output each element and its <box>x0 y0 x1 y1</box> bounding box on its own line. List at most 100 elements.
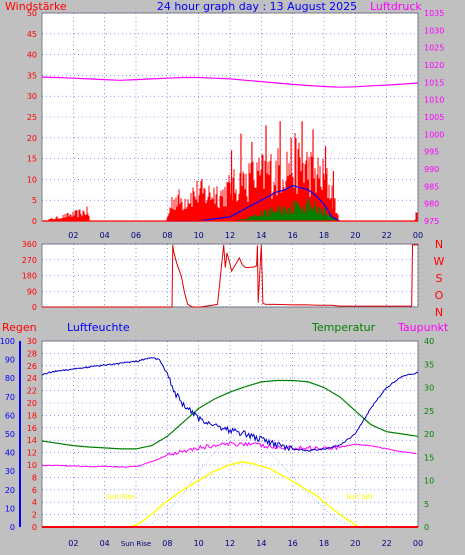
climate-x-tick-label: 00 <box>413 539 423 548</box>
temperature-y-tick-label: 40 <box>424 337 434 346</box>
wind-y-tick-label: 40 <box>27 51 37 60</box>
humidity-y-tick-label: 80 <box>5 374 15 383</box>
pressure-line <box>41 76 419 88</box>
chart-title: 24 hour graph day : 13 August 2025 <box>157 0 357 13</box>
humidity-y-tick-label: 50 <box>5 430 15 439</box>
compass-label: N <box>435 306 443 319</box>
dewpoint-axis-title: Taupunkt <box>397 321 449 334</box>
compass-label: S <box>436 272 443 285</box>
pressure-y-tick-label: 995 <box>424 148 439 157</box>
humidity-y-tick-label: 70 <box>5 393 15 402</box>
pressure-y-tick-label: 1030 <box>424 26 444 35</box>
wind-x-tick-label: 14 <box>256 231 266 240</box>
temperature-y-tick-label: 30 <box>424 384 434 393</box>
humidity-y-tick-label: 30 <box>5 467 15 476</box>
climate-x-tick-label: 14 <box>256 539 266 548</box>
wind-x-tick-label: 20 <box>350 231 360 240</box>
climate-x-tick-label: 02 <box>68 539 78 548</box>
direction-y-tick-label: 270 <box>22 256 37 265</box>
wind-y-tick-label: 50 <box>27 9 37 18</box>
climate-x-tick-label: 10 <box>194 539 204 548</box>
pressure-axis-title: Luftdruck <box>370 0 422 13</box>
direction-y-tick-label: 360 <box>22 240 37 249</box>
wind-x-tick-label: 18 <box>319 231 329 240</box>
pressure-y-tick-label: 985 <box>424 182 439 191</box>
rain-y-tick-label: 8 <box>32 473 37 482</box>
wind-y-tick-label: 30 <box>27 92 37 101</box>
humidity-y-tick-label: 10 <box>5 504 15 513</box>
humidity-line <box>41 357 419 452</box>
climate-x-tick-label: Sun Rise <box>121 540 151 548</box>
climate-x-tick-label: 04 <box>100 539 110 548</box>
direction-grid <box>42 243 419 308</box>
climate-x-tick-label: 08 <box>162 539 172 548</box>
wind-y-tick-label: 5 <box>32 196 37 205</box>
rain-y-tick-label: 18 <box>27 411 37 420</box>
wind-axis-title: Windstärke <box>5 0 67 13</box>
rain-y-tick-label: 30 <box>27 337 37 346</box>
wind-x-tick-label: 12 <box>225 231 235 240</box>
sunset-label: Sun Set <box>346 493 373 501</box>
wind-y-tick-label: 10 <box>27 175 37 184</box>
wind-x-tick-label: 00 <box>413 231 423 240</box>
rain-y-tick-label: 10 <box>27 461 37 470</box>
rain-y-tick-label: 2 <box>32 511 37 520</box>
pressure-y-tick-label: 1000 <box>424 130 444 139</box>
humidity-y-tick-label: 20 <box>5 486 15 495</box>
direction-y-tick-label: 180 <box>22 272 37 281</box>
rain-y-tick-label: 24 <box>27 374 37 383</box>
rain-y-tick-label: 4 <box>32 498 37 507</box>
wind-y-tick-label: 15 <box>27 155 37 164</box>
climate-x-tick-label: 12 <box>225 539 235 548</box>
pressure-y-tick-label: 975 <box>424 217 439 226</box>
temperature-y-tick-label: 25 <box>424 407 434 416</box>
wind-x-tick-label: 08 <box>162 231 172 240</box>
rain-y-tick-label: 12 <box>27 449 37 458</box>
climate-grid <box>42 340 419 528</box>
pressure-y-tick-label: 980 <box>424 200 439 209</box>
rain-y-tick-label: 20 <box>27 399 37 408</box>
temperature-axis-title: Temperatur <box>311 321 376 334</box>
climate-x-tick-label: 20 <box>350 539 360 548</box>
wind-x-tick-label: 02 <box>68 231 78 240</box>
wind-y-tick-label: 45 <box>27 30 37 39</box>
pressure-y-tick-label: 1025 <box>424 44 444 53</box>
wind-x-tick-label: 04 <box>100 231 110 240</box>
pressure-y-tick-label: 1015 <box>424 78 444 87</box>
temperature-y-tick-label: 0 <box>424 523 429 532</box>
rain-y-tick-label: 6 <box>32 486 37 495</box>
wind-x-tick-label: 16 <box>288 231 298 240</box>
pressure-y-tick-label: 1020 <box>424 61 444 70</box>
gust-line <box>167 184 340 222</box>
humidity-axis-title: Luftfeuchte <box>67 321 130 334</box>
rain-y-tick-label: 26 <box>27 362 37 371</box>
direction-y-tick-label: 90 <box>27 287 37 296</box>
direction-line <box>42 244 418 308</box>
pressure-y-tick-label: 1010 <box>424 96 444 105</box>
pressure-y-tick-label: 1035 <box>424 9 444 18</box>
rain-y-tick-label: 16 <box>27 424 37 433</box>
pressure-y-tick-label: 1005 <box>424 113 444 122</box>
humidity-y-tick-label: 90 <box>5 356 15 365</box>
climate-x-tick-label: 22 <box>382 539 392 548</box>
humidity-y-tick-label: 0 <box>10 523 15 532</box>
humidity-y-tick-label: 100 <box>0 337 15 346</box>
wind-y-tick-label: 20 <box>27 134 37 143</box>
climate-x-tick-label: 18 <box>319 539 329 548</box>
temperature-y-tick-label: 15 <box>424 453 434 462</box>
wind-x-tick-label: 06 <box>131 231 141 240</box>
humidity-y-tick-label: 60 <box>5 411 15 420</box>
solar-line <box>42 461 418 528</box>
compass-label: O <box>435 289 444 302</box>
temperature-line <box>41 379 419 450</box>
rain-axis-title: Regen <box>2 321 37 334</box>
temperature-y-tick-label: 35 <box>424 360 434 369</box>
pressure-y-tick-label: 990 <box>424 165 439 174</box>
temperature-y-tick-label: 5 <box>424 500 429 509</box>
rain-y-tick-label: 28 <box>27 349 37 358</box>
sunrise-label: Sun Rise <box>105 493 135 501</box>
wind-y-tick-label: 0 <box>32 217 37 226</box>
compass-label: N <box>435 238 443 251</box>
temperature-y-tick-label: 20 <box>424 430 434 439</box>
